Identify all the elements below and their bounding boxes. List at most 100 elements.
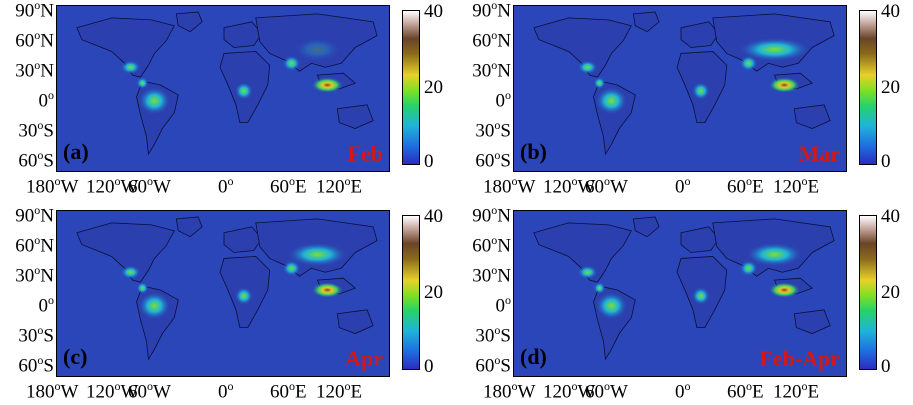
lat-label: 30oS xyxy=(475,323,511,347)
lat-label: 60oS xyxy=(18,353,54,377)
lon-label: 120oE xyxy=(773,379,820,403)
australia xyxy=(793,104,831,129)
europe xyxy=(223,21,263,48)
lat-label: 30oN xyxy=(15,58,54,82)
lon-label: 60oE xyxy=(727,174,764,198)
lon-label: 60oW xyxy=(128,174,171,198)
lat-label: 90oN xyxy=(15,0,54,22)
lat-label: 60oS xyxy=(475,353,511,377)
lon-label: 180oW xyxy=(26,174,79,198)
map-canvas xyxy=(76,11,378,156)
panel-letter: (c) xyxy=(63,344,88,369)
australia xyxy=(793,309,831,334)
colorbar-tick: 0 xyxy=(424,356,434,377)
colorbar-tick: 20 xyxy=(424,282,443,303)
map-panel-1: 90oN 60oN 30oN 0o 30oS 60oS xyxy=(0,0,456,200)
lon-label: 120oE xyxy=(316,174,363,198)
europe xyxy=(223,226,263,253)
colorbar-tick: 40 xyxy=(881,1,900,22)
lon-label: 180oW xyxy=(483,174,536,198)
panel-letter: (d) xyxy=(520,344,547,369)
world-map: (c) Apr xyxy=(56,210,390,377)
colorbar-tick: 20 xyxy=(424,77,443,98)
colorbar xyxy=(859,10,877,165)
lon-label: 120oW xyxy=(543,174,596,198)
colorbar-tick: 0 xyxy=(881,356,891,377)
lat-label: 30oN xyxy=(472,58,511,82)
colorbar-tick: 0 xyxy=(424,151,434,172)
lat-label: 0o xyxy=(495,88,512,112)
colorbar xyxy=(402,215,420,370)
panel-month-label: Feb xyxy=(347,141,383,166)
greenland xyxy=(175,216,203,238)
panel-letter: (a) xyxy=(63,139,89,164)
panel-month-label: Mar xyxy=(798,141,840,166)
panel-month-label: Apr xyxy=(345,346,383,371)
colorbar-tick: 20 xyxy=(881,282,900,303)
lon-label: 60oE xyxy=(270,379,307,403)
lat-label: 30oS xyxy=(475,118,511,142)
lon-label: 60oW xyxy=(585,379,628,403)
lon-label: 0o xyxy=(675,174,691,198)
lon-label: 180oW xyxy=(26,379,79,403)
north-america xyxy=(533,222,632,283)
europe xyxy=(680,226,720,253)
lat-label: 90oN xyxy=(472,0,511,22)
colorbar xyxy=(859,215,877,370)
australia xyxy=(336,104,374,129)
lat-label: 60oN xyxy=(472,233,511,257)
emission-hotspots xyxy=(577,242,803,320)
lat-label: 60oS xyxy=(475,148,511,172)
lat-label: 60oS xyxy=(18,148,54,172)
world-map: (d) Feb-Apr xyxy=(513,210,847,377)
lat-label: 30oS xyxy=(18,118,54,142)
lat-label: 0o xyxy=(38,293,55,317)
lon-label: 180oW xyxy=(483,379,536,403)
emission-hotspots xyxy=(120,37,344,115)
lat-label: 30oN xyxy=(15,263,54,287)
world-map: (b) Mar xyxy=(513,5,847,172)
map-canvas xyxy=(533,11,835,156)
lon-label: 60oW xyxy=(128,379,171,403)
europe xyxy=(680,21,720,48)
map-canvas xyxy=(76,216,378,361)
lat-label: 90oN xyxy=(472,203,511,227)
australia xyxy=(336,309,374,334)
lon-label: 120oW xyxy=(543,379,596,403)
map-panel-3: 90oN 60oN 30oN 0o 30oS 60oS xyxy=(0,203,456,405)
map-panel-2: 90oN 60oN 30oN 0o 30oS 60oS xyxy=(457,0,913,200)
lon-label: 60oE xyxy=(270,174,307,198)
lon-label: 60oE xyxy=(727,379,764,403)
lat-label: 30oS xyxy=(18,323,54,347)
north-america xyxy=(533,17,632,78)
world-map: (a) Feb xyxy=(56,5,390,172)
emission-hotspots xyxy=(577,37,811,115)
emission-hotspots xyxy=(120,242,348,320)
panel-month-label: Feb-Apr xyxy=(759,346,840,371)
lon-label: 0o xyxy=(218,174,234,198)
lat-label: 0o xyxy=(38,88,55,112)
lon-label: 60oW xyxy=(585,174,628,198)
north-america xyxy=(76,222,175,283)
lon-label: 120oW xyxy=(86,174,139,198)
lon-label: 0o xyxy=(675,379,691,403)
map-canvas xyxy=(533,216,835,361)
map-panel-4: 90oN 60oN 30oN 0o 30oS 60oS xyxy=(457,203,913,405)
colorbar-tick: 0 xyxy=(881,151,891,172)
colorbar-tick: 20 xyxy=(881,77,900,98)
colorbar-tick: 40 xyxy=(881,206,900,227)
lat-label: 90oN xyxy=(15,203,54,227)
colorbar-tick: 40 xyxy=(424,206,443,227)
colorbar-tick: 40 xyxy=(424,1,443,22)
greenland xyxy=(175,11,203,33)
lat-label: 60oN xyxy=(15,233,54,257)
lat-label: 60oN xyxy=(472,28,511,52)
lon-label: 0o xyxy=(218,379,234,403)
north-america xyxy=(76,17,175,78)
greenland xyxy=(632,216,660,238)
lat-label: 30oN xyxy=(472,263,511,287)
lon-label: 120oE xyxy=(316,379,363,403)
lat-label: 0o xyxy=(495,293,512,317)
colorbar xyxy=(402,10,420,165)
greenland xyxy=(632,11,660,33)
